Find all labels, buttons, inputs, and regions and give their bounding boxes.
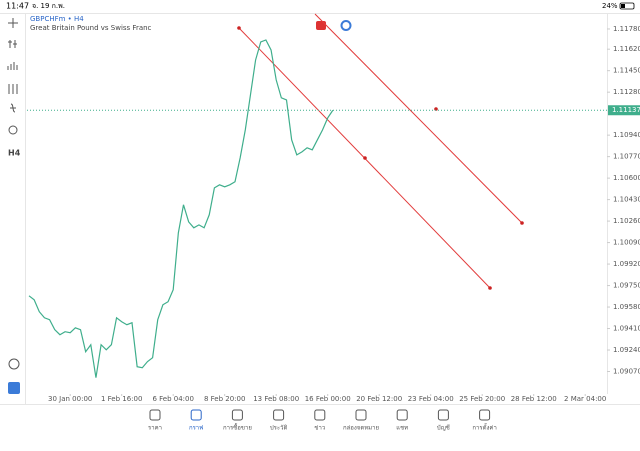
symbol-description: Great Britain Pound vs Swiss Franc: [30, 24, 152, 32]
nav-icon: [231, 409, 243, 421]
nav-icon: [396, 409, 408, 421]
nav-label: กราฟ: [189, 425, 203, 432]
crosshair-tool[interactable]: [8, 18, 18, 28]
x-tick-label: 28 Feb 12:00: [511, 395, 557, 403]
y-tick-label: 1.10770: [613, 153, 640, 161]
y-tick-label: 1.11450: [613, 67, 640, 75]
x-tick-label: 8 Feb 20:00: [204, 395, 245, 403]
bottom-nav: [0, 405, 640, 447]
y-tick-label: 1.09240: [613, 346, 640, 354]
timeframe-button[interactable]: H4: [8, 149, 21, 158]
y-tick-label: 1.09920: [613, 260, 640, 268]
nav-item[interactable]: บัญชี: [437, 409, 450, 432]
function-tool[interactable]: [10, 103, 16, 113]
price-line: [28, 39, 334, 378]
nav-item[interactable]: ประวัติ: [270, 409, 288, 432]
x-tick-label: 30 Jan 00:00: [48, 395, 92, 403]
nav-label: ราคา: [148, 425, 162, 432]
y-tick-label: 1.09750: [613, 282, 640, 290]
battery-icon: [619, 2, 635, 10]
x-tick-label: 6 Feb 04:00: [152, 395, 193, 403]
trend-handle[interactable]: [488, 286, 492, 290]
nav-label: แชท: [396, 425, 408, 432]
nav-item[interactable]: กราฟ: [189, 409, 203, 432]
x-tick-label: 16 Feb 00:00: [305, 395, 351, 403]
current-price-label: 1.11137: [612, 106, 640, 114]
nav-icon: [190, 409, 202, 421]
nav-icon: [479, 409, 491, 421]
nav-icon: [149, 409, 161, 421]
y-tick-label: 1.11280: [613, 88, 640, 96]
x-tick-label: 25 Feb 20:00: [459, 395, 505, 403]
symbol-name: GBPCHFm • H4: [30, 15, 84, 23]
chart-type-tool[interactable]: [8, 40, 17, 48]
nav-item[interactable]: ข่าว: [314, 409, 326, 432]
status-battery: 24%: [602, 2, 618, 10]
trend-line[interactable]: [314, 13, 523, 224]
objects-tool[interactable]: [8, 125, 18, 135]
y-tick-label: 1.11780: [613, 25, 640, 33]
status-time: 11:47: [6, 2, 29, 11]
nav-item[interactable]: การซื้อขาย: [223, 409, 252, 432]
x-tick-label: 13 Feb 08:00: [253, 395, 299, 403]
search-tool[interactable]: [8, 358, 20, 370]
nav-item[interactable]: ราคา: [148, 409, 162, 432]
y-tick-label: 1.09410: [613, 325, 640, 333]
nav-icon: [355, 409, 367, 421]
y-tick-label: 1.10600: [613, 174, 640, 182]
nav-label: การตั้งค่า: [472, 422, 496, 432]
indicators-tool[interactable]: [7, 62, 18, 70]
x-tick-label: 20 Feb 12:00: [356, 395, 402, 403]
y-tick-label: 1.10090: [613, 239, 640, 247]
nav-label: กล่องจดหมาย: [343, 425, 379, 432]
nav-item[interactable]: กล่องจดหมาย: [343, 409, 379, 432]
nav-label: บัญชี: [437, 424, 450, 432]
battery-level: [621, 4, 625, 8]
x-tick-label: 2 Mar 04:00: [564, 395, 606, 403]
y-tick-label: 1.10430: [613, 196, 640, 204]
nav-icon: [437, 409, 449, 421]
current-price-box: [608, 105, 640, 116]
y-tick-label: 1.09580: [613, 303, 640, 311]
nav-label: ประวัติ: [270, 425, 288, 432]
y-tick-label: 1.09070: [613, 368, 640, 376]
x-tick-label: 23 Feb 04:00: [408, 395, 454, 403]
sell-icon[interactable]: [316, 21, 326, 30]
nav-icon: [314, 409, 326, 421]
nav-item[interactable]: แชท: [396, 409, 408, 432]
y-tick-label: 1.10940: [613, 131, 640, 139]
nav-icon: [273, 409, 285, 421]
left-toolbar: [7, 18, 20, 370]
nav-label: ข่าว: [314, 425, 325, 432]
y-tick-label: 1.11620: [613, 45, 640, 53]
x-tick-label: 1 Feb 16:00: [101, 395, 142, 403]
trend-handle[interactable]: [520, 221, 524, 225]
nav-label: การซื้อขาย: [223, 422, 252, 432]
nav-item[interactable]: การตั้งค่า: [472, 409, 497, 432]
trend-handle[interactable]: [363, 156, 367, 160]
status-date: จ. 19 ก.พ.: [32, 2, 65, 10]
y-tick-label: 1.10260: [613, 217, 640, 225]
trend-handle[interactable]: [237, 26, 241, 30]
settings-tool[interactable]: [8, 84, 18, 94]
trade-button[interactable]: [8, 382, 20, 394]
buy-icon[interactable]: [340, 20, 352, 31]
